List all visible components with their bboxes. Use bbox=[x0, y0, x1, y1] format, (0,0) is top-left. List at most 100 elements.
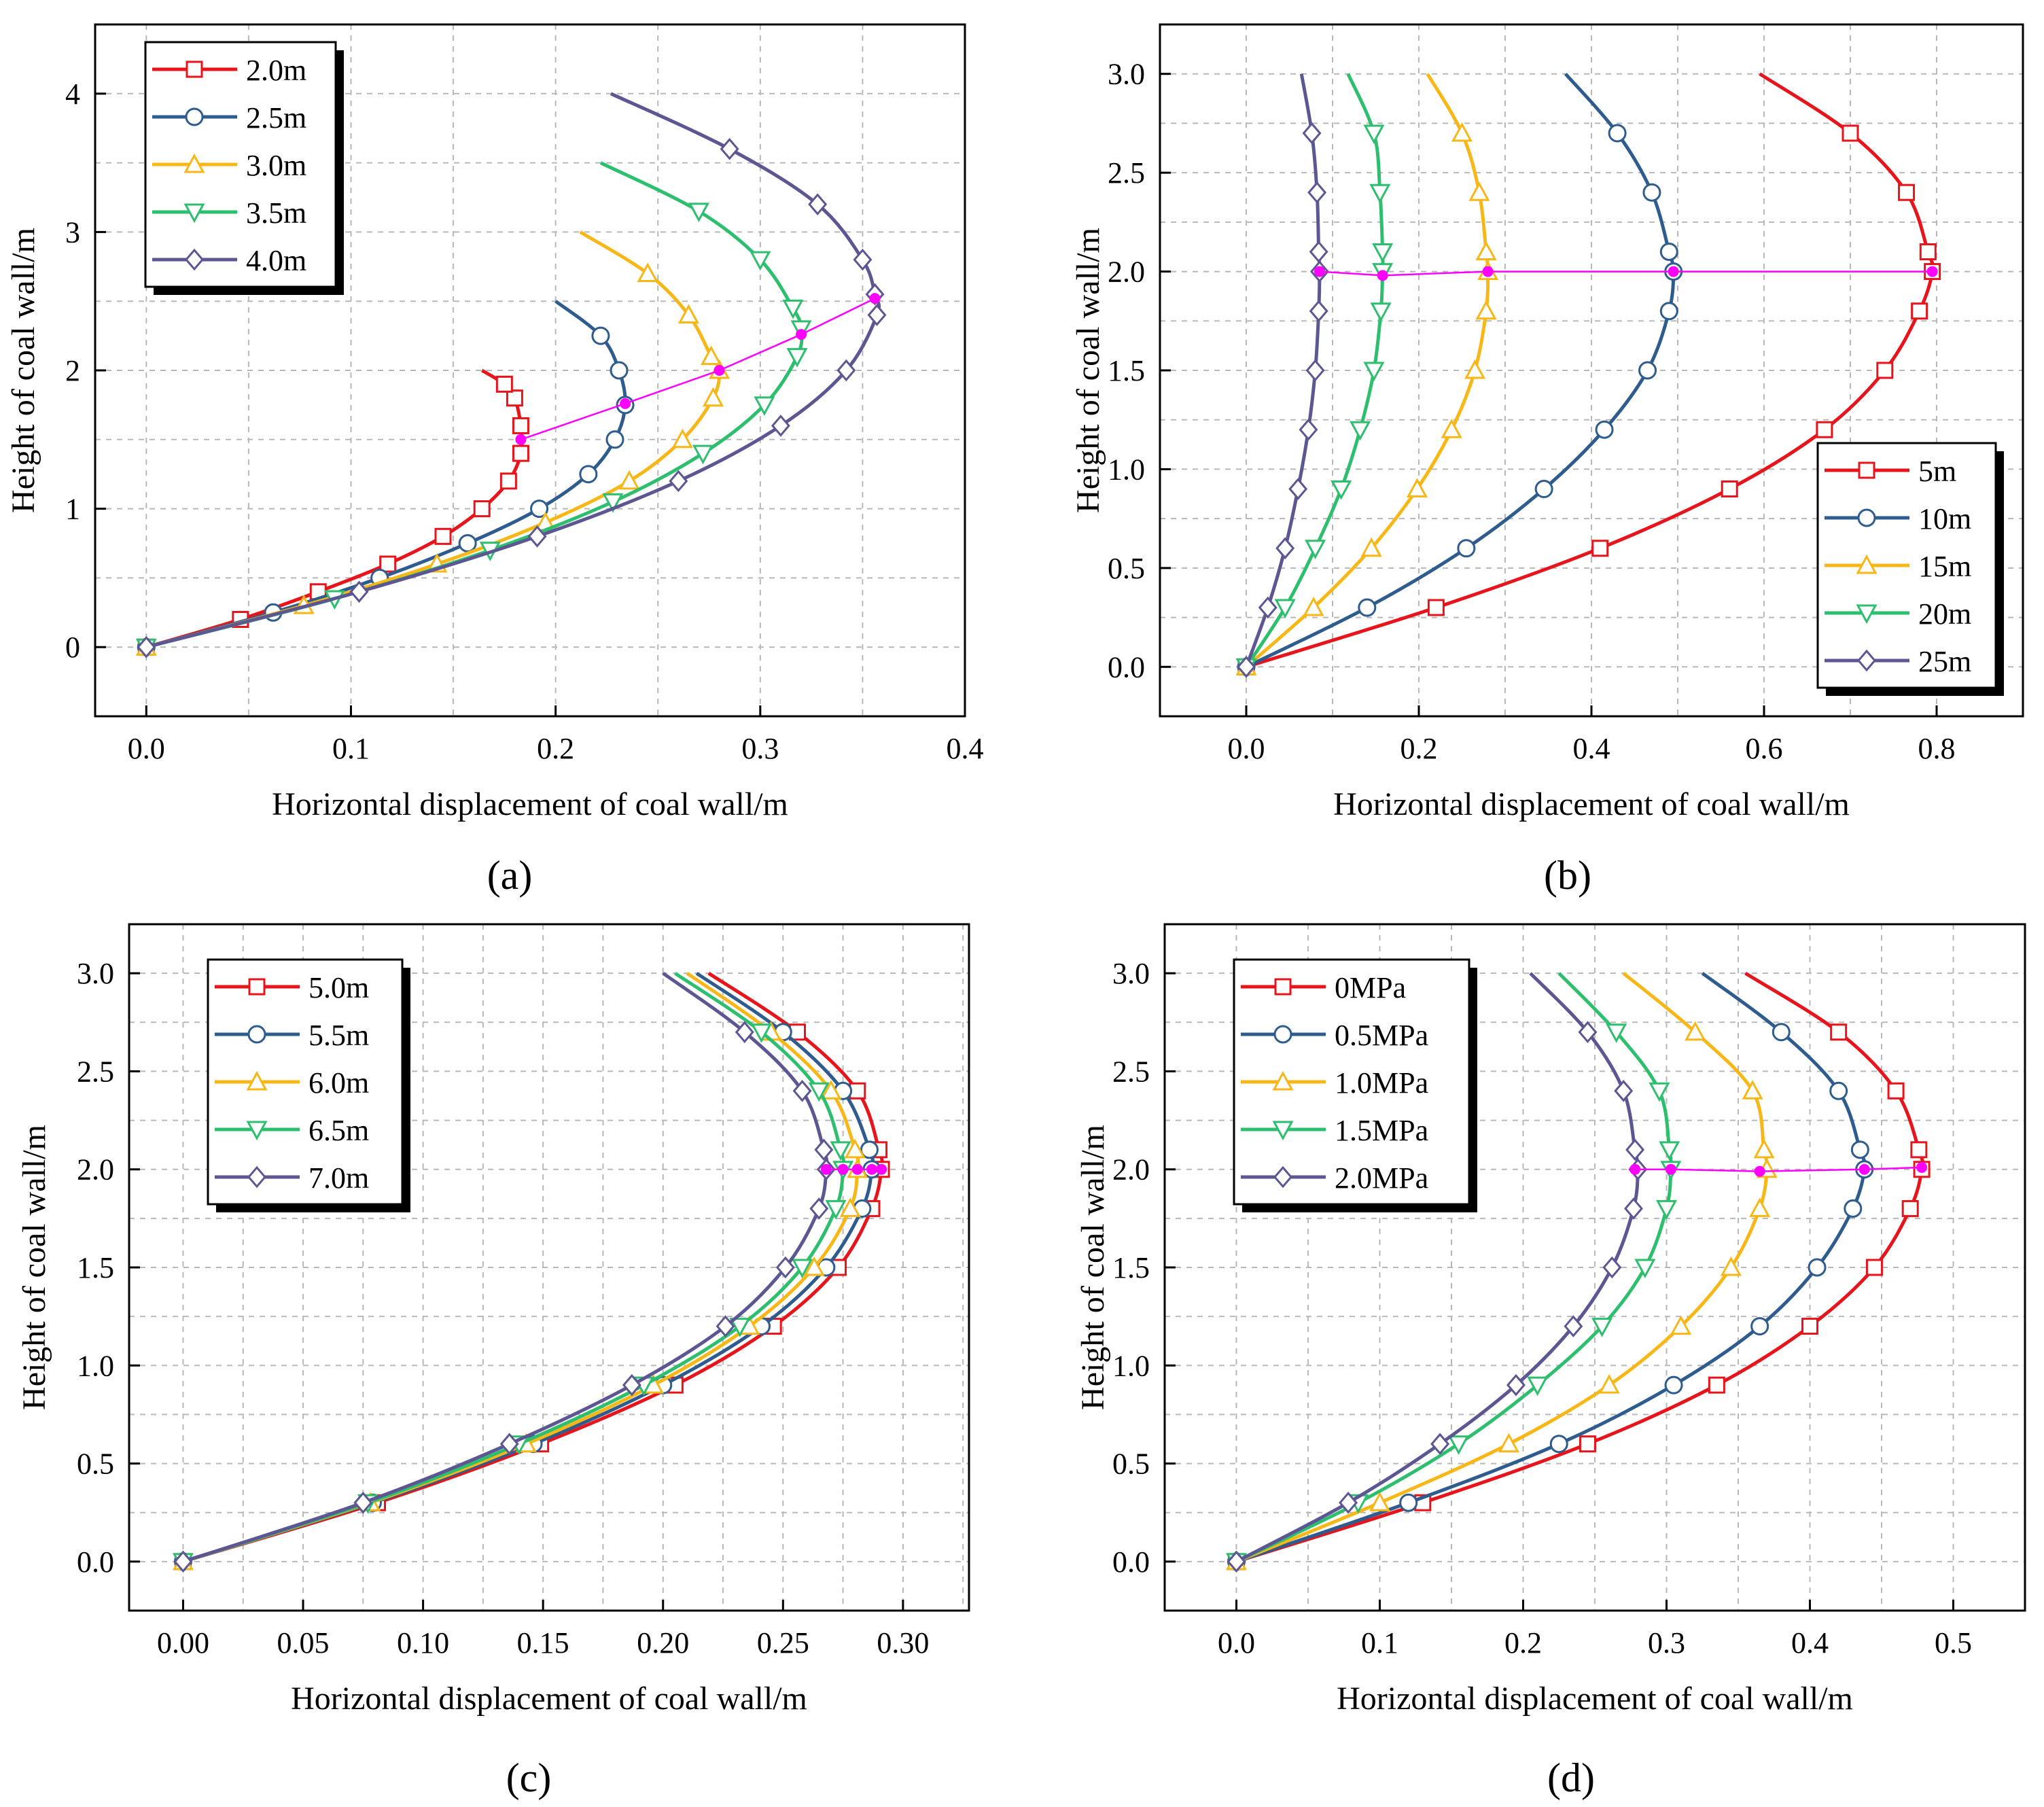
y-tick-label: 0.0 bbox=[77, 1545, 114, 1579]
series-6.5m bbox=[172, 972, 854, 1573]
data-point bbox=[1305, 359, 1325, 382]
data-point bbox=[792, 1079, 812, 1102]
legend-label: 15m bbox=[1918, 550, 1971, 583]
panel-label: (c) bbox=[506, 1755, 552, 1800]
peak-point bbox=[1858, 1163, 1870, 1175]
data-point bbox=[512, 417, 529, 434]
x-tick-label: 0.5 bbox=[1935, 1626, 1972, 1660]
panel-label: (d) bbox=[1547, 1755, 1595, 1800]
data-point bbox=[1608, 124, 1627, 143]
data-point bbox=[1591, 1318, 1613, 1337]
legend-marker bbox=[185, 107, 204, 126]
y-axis-title: Height of coal wall/m bbox=[1070, 228, 1106, 513]
peak-line bbox=[521, 298, 876, 440]
data-point bbox=[1623, 1197, 1643, 1220]
peak-point bbox=[1668, 266, 1679, 277]
data-point bbox=[1564, 1315, 1583, 1337]
peak-line-group bbox=[1314, 266, 1938, 281]
data-point bbox=[1749, 1197, 1771, 1217]
series-2.0MPa bbox=[1227, 972, 1648, 1573]
data-point bbox=[825, 1199, 847, 1220]
data-point bbox=[1659, 302, 1678, 321]
legend-marker bbox=[1272, 1070, 1294, 1091]
data-point bbox=[458, 534, 477, 552]
x-axis-title: Horizontal displacement of coal wall/m bbox=[1337, 1681, 1853, 1717]
data-point bbox=[1579, 1435, 1596, 1453]
data-point bbox=[1302, 122, 1322, 145]
legend-marker bbox=[183, 153, 205, 173]
series-line bbox=[182, 972, 846, 1564]
data-point bbox=[637, 262, 658, 282]
y-tick-label: 4 bbox=[65, 77, 80, 111]
peak-point bbox=[837, 1163, 849, 1175]
data-point bbox=[839, 1197, 861, 1217]
peak-point bbox=[1665, 1163, 1676, 1175]
x-tick-label: 0.6 bbox=[1746, 732, 1783, 765]
legend-label: 3.5m bbox=[246, 196, 306, 230]
x-tick-label: 0.2 bbox=[1400, 732, 1438, 765]
peak-point bbox=[1754, 1165, 1765, 1177]
data-point bbox=[434, 527, 452, 545]
data-point bbox=[1305, 540, 1326, 559]
y-tick-label: 0 bbox=[65, 631, 80, 664]
series-2.5m bbox=[137, 300, 635, 656]
data-point bbox=[775, 1256, 795, 1279]
legend-label: 25m bbox=[1918, 645, 1971, 678]
data-point bbox=[1606, 1023, 1627, 1043]
panel-label: (b) bbox=[1544, 853, 1591, 898]
data-point bbox=[786, 348, 808, 368]
y-tick-label: 0.5 bbox=[1112, 1448, 1150, 1481]
legend-label: 5.0m bbox=[309, 971, 369, 1004]
series-3.0m bbox=[135, 230, 730, 656]
data-point bbox=[782, 299, 804, 319]
data-point bbox=[353, 1491, 373, 1514]
legend-marker bbox=[1274, 978, 1292, 996]
series-20m bbox=[1235, 73, 1394, 678]
legend-marker bbox=[1858, 461, 1875, 479]
data-point bbox=[1829, 1081, 1848, 1100]
data-point bbox=[1358, 598, 1377, 617]
data-point bbox=[1887, 1082, 1905, 1100]
data-point bbox=[1441, 419, 1462, 438]
data-point bbox=[527, 525, 547, 548]
chart-panel-a: 0.0 0.1 0.2 0.3 0.4 0 1 2 3 4 Horizontal displacem… bbox=[5, 23, 984, 898]
peak-point bbox=[876, 1163, 887, 1175]
data-point bbox=[692, 444, 714, 465]
legend-label: 6.0m bbox=[309, 1066, 369, 1100]
data-point bbox=[703, 387, 724, 407]
data-point bbox=[1742, 1080, 1763, 1100]
data-point bbox=[754, 396, 775, 417]
data-point bbox=[836, 359, 856, 382]
data-point bbox=[1457, 539, 1476, 558]
data-point bbox=[591, 326, 610, 345]
data-point bbox=[1451, 122, 1473, 142]
data-point bbox=[830, 1141, 851, 1161]
data-point bbox=[1602, 1256, 1622, 1279]
legend-marker bbox=[1273, 1025, 1292, 1044]
peak-point bbox=[869, 293, 881, 304]
data-point bbox=[1625, 1138, 1645, 1161]
x-tick-label: 0.0 bbox=[1228, 732, 1265, 765]
data-point bbox=[1598, 1373, 1620, 1394]
data-point bbox=[1534, 480, 1553, 499]
y-tick-label: 2 bbox=[65, 354, 80, 387]
y-tick-label: 2.0 bbox=[1108, 256, 1145, 289]
x-tick-label: 0.4 bbox=[1573, 732, 1610, 765]
y-tick-label: 1.5 bbox=[1112, 1251, 1150, 1284]
y-tick-label: 2.5 bbox=[77, 1055, 114, 1088]
legend: 5.0m 5.5m 6.0m 6.5m 7.0m bbox=[207, 958, 410, 1212]
data-point bbox=[1331, 480, 1352, 500]
y-tick-label: 1.0 bbox=[1108, 453, 1145, 486]
legend-label: 6.5m bbox=[309, 1114, 369, 1147]
x-tick-label: 0.1 bbox=[332, 732, 370, 765]
peak-point bbox=[1314, 266, 1325, 277]
data-point bbox=[1876, 362, 1894, 379]
data-point bbox=[808, 1082, 830, 1102]
peak-point bbox=[1482, 266, 1494, 277]
data-point bbox=[808, 193, 828, 215]
y-tick-label: 1 bbox=[65, 493, 80, 526]
data-point bbox=[1816, 421, 1833, 438]
chart-panel-b: 0.0 0.2 0.4 0.6 0.8 0.0 0.5 1.0 1.5 2.0 2.5 3.0 Hori… bbox=[1070, 23, 2024, 898]
x-tick-label: 0.25 bbox=[757, 1626, 809, 1660]
data-point bbox=[771, 415, 790, 437]
